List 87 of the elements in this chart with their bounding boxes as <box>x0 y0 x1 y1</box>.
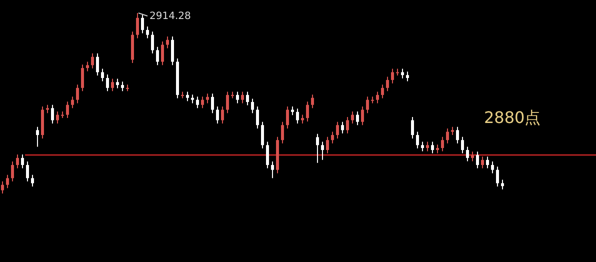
candlestick <box>456 126 459 144</box>
candlestick <box>426 141 429 152</box>
candlestick <box>221 106 224 124</box>
candlestick <box>171 36 174 66</box>
candlestick <box>206 93 209 104</box>
candlestick <box>151 31 154 54</box>
candlestick <box>86 61 89 72</box>
candlestick <box>406 71 409 82</box>
candlestick <box>106 74 109 92</box>
candlestick <box>381 84 384 99</box>
candlestick <box>26 161 29 182</box>
candlestick <box>376 91 379 104</box>
candlestick <box>21 154 24 169</box>
candlestick <box>11 161 14 182</box>
candlestick <box>311 94 314 109</box>
candlestick <box>186 91 189 102</box>
candlestick <box>281 121 284 144</box>
candlestick <box>166 36 169 49</box>
candlestick <box>31 174 34 187</box>
candlestick <box>51 104 54 124</box>
candlestick <box>336 121 339 139</box>
candlestick <box>116 78 119 89</box>
candlestick <box>491 161 494 174</box>
candlestick <box>386 76 389 92</box>
candlestick <box>496 166 499 187</box>
candlestick <box>161 41 164 66</box>
candlestick <box>351 111 354 124</box>
candlestick <box>261 121 264 149</box>
candlestick <box>141 14 144 34</box>
candlestick <box>246 91 249 106</box>
candlestick <box>6 174 9 189</box>
ref-line-label: 2880点 <box>484 108 541 128</box>
candlestick <box>66 101 69 119</box>
candlestick <box>201 96 204 109</box>
candlestick <box>146 26 149 39</box>
candlestick <box>136 12 139 39</box>
candlestick <box>471 151 474 162</box>
candlestick <box>431 141 434 154</box>
candlestick <box>361 106 364 126</box>
candlestick <box>356 111 359 126</box>
candlestick <box>196 96 199 109</box>
candlestick <box>286 106 289 130</box>
candlestick <box>476 151 479 169</box>
candlestick <box>36 126 39 148</box>
candlestick <box>71 96 74 109</box>
candlestick <box>16 154 19 169</box>
candlestick <box>111 78 114 92</box>
candlestick <box>1 180 4 194</box>
candlestick <box>461 136 464 154</box>
candlestick <box>56 111 59 124</box>
candlestick <box>401 68 404 79</box>
candlestick <box>341 121 344 134</box>
candlestick <box>391 68 394 84</box>
candlestick <box>96 52 99 76</box>
candlestick <box>501 179 504 190</box>
candlestick <box>366 96 369 114</box>
candlestick <box>331 131 334 144</box>
candlestick <box>446 128 449 144</box>
candlestick <box>156 46 159 66</box>
candlestick <box>306 101 309 122</box>
candlestick <box>411 116 414 139</box>
candlestick <box>466 146 469 162</box>
candlestick <box>316 133 319 164</box>
candlestick <box>241 91 244 104</box>
candlestick <box>326 136 329 154</box>
candlestick <box>236 91 239 104</box>
candlestick <box>346 116 349 134</box>
candlestick <box>481 156 484 169</box>
annotation: 2914.28 <box>150 11 191 22</box>
candlestick <box>421 141 424 152</box>
candlestick <box>256 106 259 130</box>
candlestick <box>76 84 79 104</box>
candlestick <box>486 156 489 169</box>
candlestick <box>271 161 274 179</box>
candlestick <box>101 68 104 82</box>
candlestick <box>91 52 94 69</box>
candlestick <box>226 91 229 114</box>
candlestick <box>416 131 419 149</box>
candlestick <box>296 108 299 124</box>
candlestick <box>211 93 214 114</box>
candlestick <box>81 64 84 92</box>
candlestick <box>121 81 124 92</box>
candlestick <box>321 141 324 160</box>
candlestick <box>251 98 254 114</box>
candlestick <box>216 106 219 124</box>
candlestick <box>441 136 444 152</box>
candlestick <box>266 141 269 169</box>
